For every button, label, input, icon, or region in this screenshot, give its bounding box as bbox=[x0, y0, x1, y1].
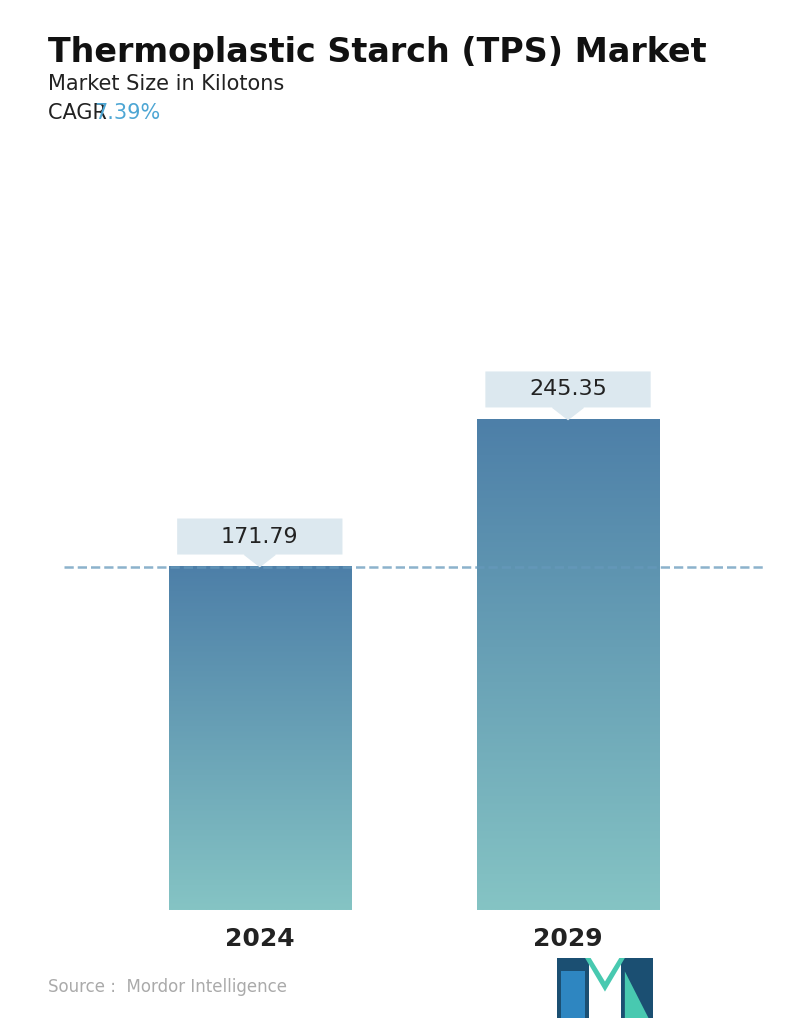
Text: Market Size in Kilotons: Market Size in Kilotons bbox=[48, 74, 284, 94]
Text: Thermoplastic Starch (TPS) Market: Thermoplastic Starch (TPS) Market bbox=[48, 36, 706, 69]
Polygon shape bbox=[561, 972, 585, 1018]
Text: CAGR: CAGR bbox=[48, 103, 113, 123]
Polygon shape bbox=[621, 957, 653, 1018]
Text: Source :  Mordor Intelligence: Source : Mordor Intelligence bbox=[48, 978, 287, 997]
Polygon shape bbox=[591, 957, 619, 981]
FancyBboxPatch shape bbox=[178, 518, 342, 554]
Polygon shape bbox=[625, 972, 649, 1018]
Text: 245.35: 245.35 bbox=[529, 379, 607, 399]
FancyBboxPatch shape bbox=[486, 371, 650, 407]
Polygon shape bbox=[552, 407, 583, 420]
Text: 171.79: 171.79 bbox=[221, 526, 298, 547]
Polygon shape bbox=[557, 957, 589, 1018]
Polygon shape bbox=[244, 554, 275, 567]
Polygon shape bbox=[585, 957, 625, 992]
Text: 7.39%: 7.39% bbox=[94, 103, 160, 123]
